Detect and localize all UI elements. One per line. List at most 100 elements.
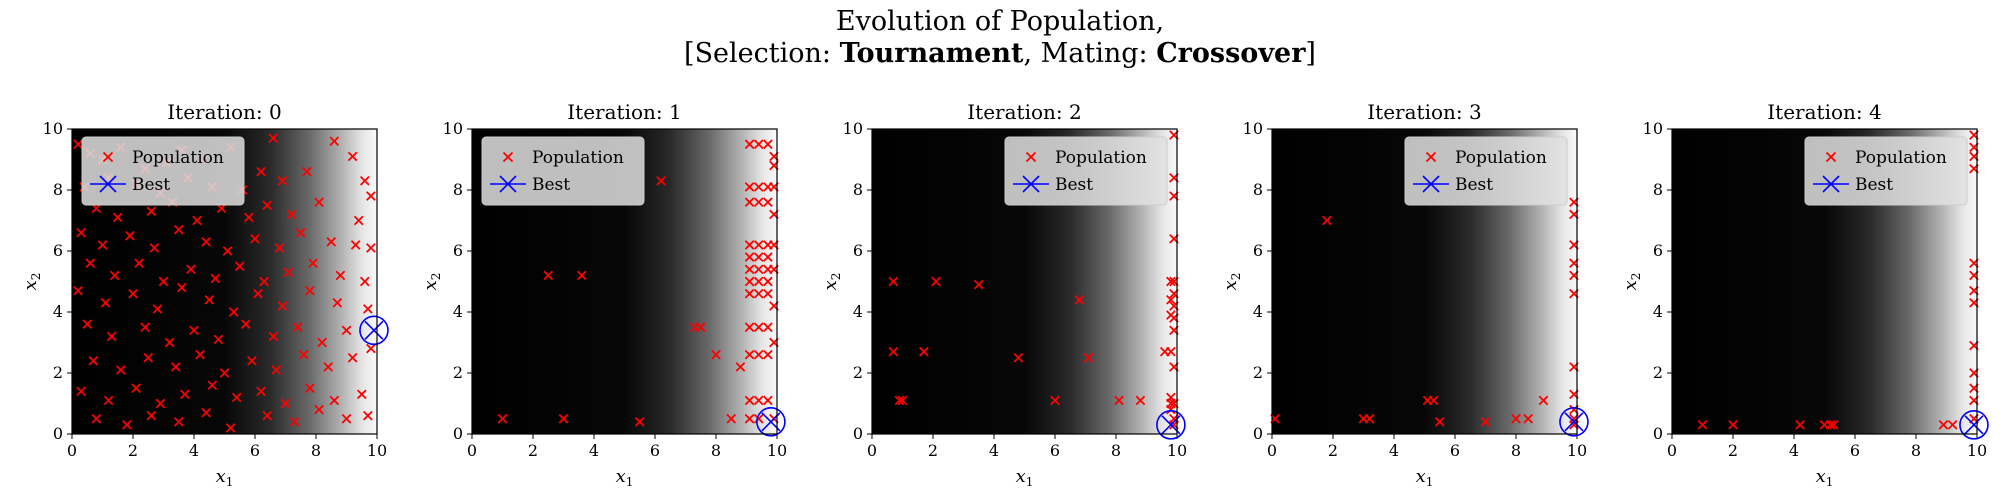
legend-population-label: Population: [1055, 148, 1147, 168]
population-point: [295, 227, 306, 238]
legend-population-label: Population: [132, 148, 224, 168]
y-tick-label: 8: [53, 180, 63, 199]
population-point: [268, 133, 279, 143]
population-point: [314, 197, 324, 208]
population-point: [73, 285, 83, 296]
population-point: [726, 413, 737, 424]
axes-frame: [871, 128, 1178, 435]
population-point: [753, 395, 764, 406]
population-point: [280, 398, 291, 409]
y-tick-label: 2: [453, 363, 463, 382]
y-tick-label: 2: [853, 363, 863, 382]
population-point: [219, 368, 230, 378]
title-mating-method: Crossover: [1156, 38, 1306, 69]
population-series: [1697, 130, 1979, 430]
population-point: [277, 176, 288, 186]
legend-best-label: Best: [1055, 175, 1093, 195]
population-point: [931, 276, 941, 287]
legend-best-marker: [90, 175, 126, 193]
x-axis-label: x1: [216, 466, 234, 489]
population-point: [274, 243, 285, 253]
population-point: [231, 392, 242, 403]
population-point: [186, 264, 196, 275]
population-point: [711, 349, 721, 360]
population-point: [173, 416, 184, 427]
population-point: [359, 276, 370, 287]
y-axis-label: x2: [1620, 273, 1643, 291]
y-tick-label: 2: [1653, 363, 1663, 382]
population-point: [192, 215, 202, 226]
population-point: [134, 258, 144, 269]
population-point: [763, 197, 773, 208]
figure-title-line2: [Selection: Tournament, Mating: Crossove…: [0, 38, 2000, 70]
population-point: [195, 349, 205, 360]
population-point: [106, 331, 117, 342]
legend-box: [481, 136, 645, 206]
population-point: [744, 139, 755, 150]
x-tick-label: 2: [1328, 441, 1338, 460]
population-point: [234, 261, 245, 272]
x-tick-label: 2: [128, 441, 138, 460]
population-point: [292, 322, 303, 333]
population-point: [1322, 215, 1332, 226]
population-point: [143, 352, 154, 363]
x-tick-label: 2: [528, 441, 538, 460]
population-point: [1434, 416, 1445, 427]
population-point: [228, 307, 239, 317]
x-tick-label: 0: [467, 441, 477, 460]
population-point: [286, 209, 297, 220]
x-tick-label: 8: [1511, 441, 1521, 460]
population-point: [1538, 395, 1549, 406]
population-point: [695, 322, 706, 333]
x-tick-label: 8: [711, 441, 721, 460]
population-point: [1166, 310, 1176, 320]
y-tick-label: 4: [453, 302, 463, 321]
population-point: [341, 413, 352, 424]
population-point: [753, 413, 764, 424]
legend-population-marker: [1825, 151, 1837, 163]
population-point: [302, 166, 312, 177]
x-tick-label: 6: [250, 441, 260, 460]
x-tick-label: 10: [1567, 441, 1587, 460]
population-point: [366, 343, 376, 354]
title-selection-prefix: [Selection:: [684, 38, 840, 69]
population-series: [497, 139, 779, 427]
x-tick-label: 4: [589, 441, 599, 460]
population-point: [317, 337, 327, 348]
best-series: [359, 315, 389, 346]
population-point: [82, 319, 93, 330]
population-point: [1480, 416, 1491, 427]
y-tick-label: 4: [53, 302, 63, 321]
population-point: [1728, 420, 1738, 430]
x-axis-label: x1: [1416, 466, 1434, 489]
population-point: [1083, 352, 1094, 363]
population-point: [155, 398, 166, 409]
x-tick-label: 4: [1789, 441, 1799, 460]
y-tick-label: 4: [1253, 302, 1263, 321]
population-point: [363, 410, 373, 421]
x-tick-label: 0: [1667, 441, 1677, 460]
x-tick-label: 0: [67, 441, 77, 460]
legend-population-label: Population: [1855, 148, 1947, 168]
x-axis-label: x1: [1016, 466, 1034, 489]
population-point: [326, 237, 337, 247]
population-point: [1828, 420, 1839, 430]
population-point: [314, 404, 324, 415]
population-point: [1135, 395, 1146, 406]
population-point: [256, 166, 266, 177]
population-point: [753, 182, 764, 192]
y-tick-label: 10: [443, 119, 463, 138]
y-tick-label: 0: [53, 424, 63, 443]
y-tick-label: 0: [1253, 424, 1263, 443]
y-tick-label: 10: [843, 119, 863, 138]
legend-population-marker: [502, 151, 514, 163]
population-point: [323, 362, 334, 372]
panel-title: Iteration: 4: [1767, 100, 1881, 124]
legend: Population Best: [1404, 136, 1568, 206]
legend-best-label: Best: [532, 175, 570, 195]
population-point: [347, 352, 358, 363]
panel-iteration-2: Iteration: 2 0 2 4 6 8 10 0 2 4 6 8 10 x1 x2 Population…: [820, 100, 1187, 489]
population-point: [888, 276, 899, 287]
x-tick-label: 8: [1111, 441, 1121, 460]
population-point: [283, 267, 294, 278]
